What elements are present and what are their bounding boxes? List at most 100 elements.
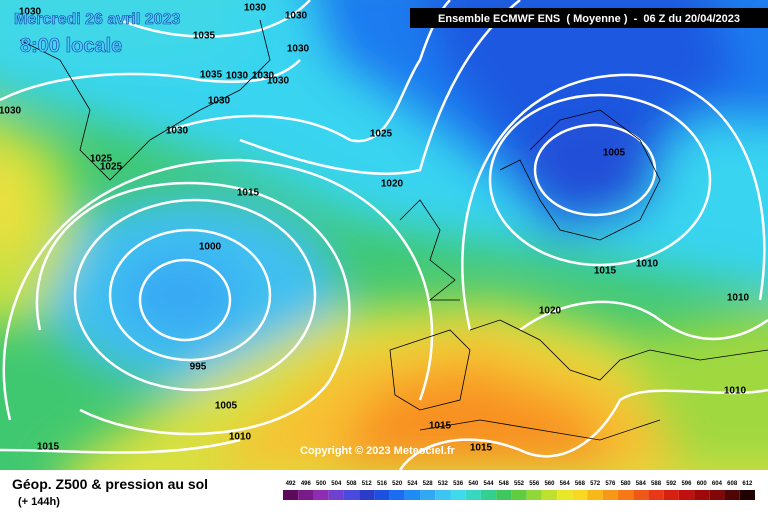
model: Ensemble ECMWF ENS ( Moyenne ) - 06 Z du… [438,13,740,25]
isobar-label: 1010 [724,386,747,397]
isobar-label: 1010 [636,259,659,270]
colorbar-swatch [572,490,588,500]
lead-time: (+ 144h) [18,496,60,508]
isobar-label: 1020 [539,306,562,317]
colorbar-label: 496 [301,481,312,487]
colorbar-swatch [633,490,649,500]
colorbar-label: 568 [575,481,586,487]
isobar-label: 1030 [267,76,290,87]
colorbar-label: 528 [423,481,434,487]
colorbar-swatch [313,490,329,500]
colorbar-label: 548 [499,481,510,487]
date: Mercredi 26 avril 2023 [14,11,180,28]
colorbar-swatch [420,490,436,500]
colorbar-label: 604 [712,481,723,487]
colorbar-swatch [389,490,405,500]
isobar-label: 1015 [37,442,60,453]
colorbar-label: 600 [697,481,708,487]
isobar-label: 1030 [252,71,275,82]
colorbar-label: 584 [636,481,647,487]
colorbar-swatch [511,490,527,500]
isobar-label: 1005 [603,148,626,159]
colorbar-swatch [739,490,755,500]
isobar-label: 995 [190,362,207,373]
isobar-label: 1035 [193,31,216,42]
isobar-label: 1030 [19,7,42,18]
colorbar-swatch [465,490,481,500]
isobar-label: 1020 [381,179,404,190]
colorbar-swatch [359,490,375,500]
isobar-label: 1030 [0,106,22,117]
colorbar-swatch [374,490,390,500]
isobars [0,0,768,470]
colorbar-label: 524 [407,481,418,487]
coastlines [19,19,768,441]
colorbar-swatch [694,490,710,500]
colorbar-label: 516 [377,481,388,487]
colorbar-label: 500 [316,481,327,487]
isobar-label: 1015 [470,443,493,454]
colorbar-label: 608 [727,481,738,487]
isobar-label: 1030 [226,71,249,82]
colorbar-label: 572 [590,481,601,487]
colorbar-label: 508 [347,481,358,487]
colorbar-swatch [450,490,466,500]
colorbar-swatch [328,490,344,500]
isobar-label: 1025 [90,154,113,165]
isobar-label: 1015 [237,188,260,199]
colorbar-swatch [541,490,558,500]
colorbar-swatch [602,490,618,500]
copyright: Copyright © 2023 Meteociel.fr [300,445,456,457]
isobar-label: 1005 [215,401,238,412]
colorbar-swatch [343,490,360,500]
colorbar-label: 588 [651,481,662,487]
isobar-label: 1000 [199,242,222,253]
model-box [410,8,768,28]
colorbar-swatch [298,490,314,500]
colorbar-label: 552 [514,481,525,487]
time: 8:00 locale [20,35,122,57]
colorbar-swatch [283,490,299,500]
colorbar-swatch [526,490,542,500]
colorbar-swatch [648,490,664,500]
colorbar-label: 532 [438,481,449,487]
colorbar-label: 576 [605,481,616,487]
colorbar-swatch [587,490,603,500]
colorbar: 492 496 500 504 508 512 516 520 524 528 532 536 540 5… [283,481,755,500]
colorbar-label: 520 [392,481,403,487]
colorbar-swatch [557,490,573,500]
colorbar-label: 544 [484,481,495,487]
isobar-label: 1010 [727,293,750,304]
colorbar-label: 556 [529,481,540,487]
isobar-label: 1010 [229,432,252,443]
isobar-label: 1025 [100,162,123,173]
colorbar-swatch [480,490,497,500]
colorbar-label: 596 [681,481,692,487]
colorbar-label: 580 [621,481,632,487]
colorbar-label: 564 [560,481,571,487]
colorbar-label: 540 [468,481,479,487]
isobar-label: 1015 [429,421,452,432]
colorbar-swatch [404,490,421,500]
colorbar-swatch [678,490,695,500]
colorbar-label: 612 [742,481,753,487]
isobar-label: 1030 [287,44,310,55]
colorbar-swatch [435,490,451,500]
colorbar-label: 492 [286,481,297,487]
colorbar-swatch [617,490,634,500]
isobar-label: 1025 [370,129,393,140]
colorbar-swatch [724,490,740,500]
colorbar-label: 560 [544,481,555,487]
colorbar-swatch [496,490,512,500]
colorbar-swatch [709,490,725,500]
footer-title: Géop. Z500 & pression au sol [12,476,208,492]
colorbar-label: 512 [362,481,373,487]
isobar-label: 1030 [244,3,267,14]
isobar-label: 1030 [166,126,189,137]
colorbar-label: 504 [331,481,342,487]
isobar-label: 1015 [594,266,617,277]
colorbar-label: 536 [453,481,464,487]
isobar-label: 1030 [208,96,231,107]
